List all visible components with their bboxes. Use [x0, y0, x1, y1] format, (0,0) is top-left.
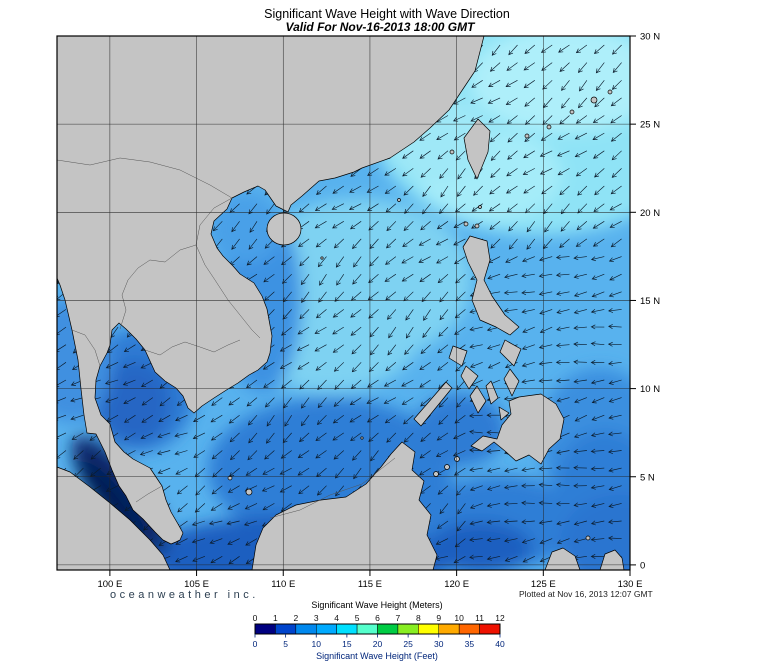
land-panay [460, 365, 479, 390]
axis-labels: 100 E 105 E 110 E 115 E 120 E 125 E 130 E 30 N 2… [97, 32, 660, 591]
land-cebu [485, 380, 499, 405]
legend-meter-tick: 4 [334, 613, 339, 623]
legend-feet-title: Significant Wave Height (Feet) [316, 651, 438, 661]
map-border [56, 35, 631, 571]
land-mainland-asia [56, 35, 485, 545]
land-taiwan [463, 118, 491, 180]
valid-time-subtitle: Valid For Nov-16-2013 18:00 GMT [286, 20, 477, 34]
colorbar-segment [458, 623, 480, 635]
land-negros [469, 385, 487, 414]
colorbar-segment [377, 623, 399, 635]
colorbar [254, 623, 501, 635]
lat-tick-label: 0 [640, 560, 645, 571]
colorbar-segment [479, 623, 501, 635]
legend-meter-tick: 0 [253, 613, 258, 623]
lat-tick-label: 5 N [640, 472, 655, 483]
legend-meter-tick: 9 [436, 613, 441, 623]
land-bohol [498, 406, 510, 421]
legend-feet-tick: 0 [253, 639, 258, 649]
legend-meter-tick: 10 [454, 613, 464, 623]
legend-feet-tick: 15 [342, 639, 352, 649]
country-borders [56, 157, 396, 519]
legend-feet-tick: 40 [495, 639, 505, 649]
axis-ticks [109, 35, 636, 576]
legend-feet-tick: 35 [465, 639, 475, 649]
wave-height-field [57, 36, 630, 570]
legend-meter-tick: 2 [293, 613, 298, 623]
colorbar-segment [295, 623, 317, 635]
land-borneo [251, 441, 438, 571]
lon-tick-label: 105 E [184, 579, 209, 590]
lon-tick-label: 125 E [531, 579, 556, 590]
land-leyte [503, 368, 520, 397]
lat-tick-label: 30 N [640, 32, 660, 43]
colorbar-segment [397, 623, 419, 635]
legend-meter-labels: 0 1 2 3 4 5 6 7 8 9 10 11 12 [253, 613, 505, 623]
colorbar-segment [438, 623, 460, 635]
legend-meters-title: Significant Wave Height (Meters) [311, 600, 442, 610]
colorbar-segment [316, 623, 337, 635]
legend-meter-tick: 5 [355, 613, 360, 623]
legend-feet-tick: 30 [434, 639, 444, 649]
colorbar-segment [275, 623, 297, 635]
legend-feet-labels: 0 5 10 15 20 25 30 35 40 [253, 634, 505, 649]
colorbar-segment [356, 623, 378, 635]
lat-tick-label: 10 N [640, 384, 660, 395]
legend-feet-tick: 25 [403, 639, 413, 649]
land-luzon [462, 235, 520, 336]
legend-meter-tick: 11 [475, 613, 484, 623]
lat-tick-label: 15 N [640, 296, 660, 307]
legend-feet-tick: 10 [312, 639, 322, 649]
legend-meter-tick: 12 [495, 613, 505, 623]
lat-tick-label: 25 N [640, 120, 660, 131]
legend-feet-tick: 5 [283, 639, 288, 649]
colorbar-segment [336, 623, 358, 635]
page-title: Significant Wave Height with Wave Direct… [264, 7, 510, 21]
lat-tick-label: 20 N [640, 208, 660, 219]
legend-meter-tick: 6 [375, 613, 380, 623]
lon-tick-label: 115 E [358, 579, 382, 590]
colorbar-segment [254, 623, 276, 635]
legend-meter-tick: 8 [416, 613, 421, 623]
lon-tick-label: 110 E [271, 579, 295, 590]
oceanweather-brand: oceanweather inc. [110, 589, 259, 601]
colorbar-segment [418, 623, 440, 635]
lon-tick-label: 100 E [97, 579, 122, 590]
legend-meter-tick: 7 [396, 613, 401, 623]
land-hainan [266, 212, 302, 246]
land-mindoro [448, 345, 468, 367]
legend-meter-tick: 3 [314, 613, 319, 623]
lon-tick-label: 120 E [444, 579, 469, 590]
legend-feet-tick: 20 [373, 639, 383, 649]
land-samar [499, 339, 522, 367]
legend-meter-tick: 1 [273, 613, 278, 623]
land-palawan [413, 381, 453, 427]
plotted-timestamp: Plotted at Nov 16, 2013 12:07 GMT [519, 589, 653, 599]
lon-tick-label: 130 E [618, 579, 643, 590]
small-islands [227, 89, 613, 541]
land-mindanao [470, 393, 565, 465]
